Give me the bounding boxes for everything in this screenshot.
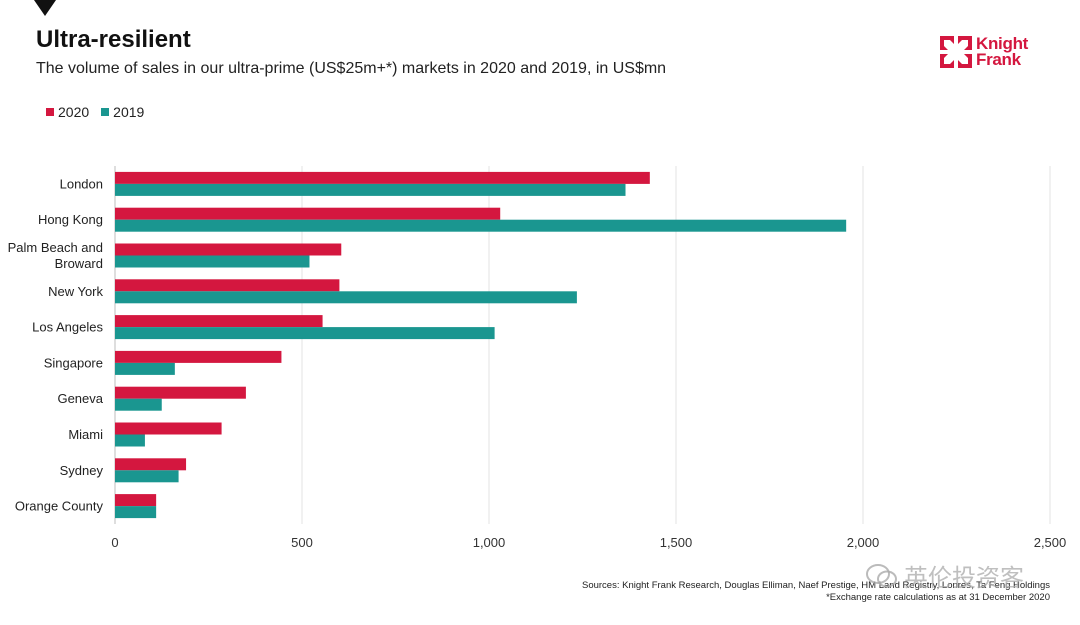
- x-tick-label-1500: 1,500: [660, 535, 693, 550]
- bar-2019-geneva: [115, 398, 162, 411]
- bar-2020-new-york: [115, 279, 340, 292]
- category-label-palm-beach-and-broward: Palm Beach and Broward: [8, 240, 103, 271]
- chart-legend: 2020 2019: [46, 104, 144, 120]
- bar-2019-singapore: [115, 362, 175, 375]
- bar-2020-sydney: [115, 458, 187, 471]
- category-label-hong-kong: Hong Kong: [38, 212, 103, 227]
- legend-label-2019: 2019: [113, 104, 145, 120]
- category-label-singapore: Singapore: [44, 355, 103, 370]
- bar-2019-los-angeles: [115, 327, 495, 340]
- legend-swatch-2019: [101, 108, 110, 116]
- category-label-sydney: Sydney: [60, 463, 104, 478]
- bar-2019-palm-beach-and-broward: [115, 255, 310, 268]
- chat-bubble-icon: [866, 563, 897, 587]
- x-tick-label-2000: 2,000: [847, 535, 880, 550]
- knight-frank-logo: Knight Frank: [940, 34, 1029, 69]
- category-label-los-angeles: Los Angeles: [32, 320, 103, 335]
- bar-2019-sydney: [115, 470, 179, 483]
- chart-title: Ultra-resilient: [36, 26, 191, 53]
- chart-subtitle: The volume of sales in our ultra-prime (…: [36, 60, 667, 77]
- x-tick-label-0: 0: [111, 535, 118, 550]
- bar-2020-hong-kong: [115, 207, 501, 220]
- logo-text-frank: Frank: [976, 50, 1021, 69]
- source-text: Sources: Knight Frank Research, Douglas …: [581, 580, 1050, 591]
- bar-2019-orange-county: [115, 506, 157, 519]
- watermark-text: 英伦投资客: [904, 565, 1024, 592]
- logo-text-knight: Knight: [976, 34, 1029, 53]
- exchange-rate-note: *Exchange rate calculations as at 31 Dec…: [826, 592, 1050, 603]
- watermark: 英伦投资客: [866, 558, 1024, 593]
- category-label-london: London: [60, 176, 103, 191]
- category-label-new-york: New York: [48, 284, 103, 299]
- source-notes: Sources: Knight Frank Research, Douglas …: [582, 580, 1050, 604]
- legend-item-2019: 2019: [101, 104, 144, 120]
- bar-2020-orange-county: [115, 494, 157, 507]
- category-label-orange-county: Orange County: [15, 499, 104, 514]
- bar-2020-london: [115, 171, 650, 184]
- x-tick-label-500: 500: [291, 535, 313, 550]
- legend-label-2020: 2020: [58, 104, 90, 120]
- bar-2019-hong-kong: [115, 219, 847, 232]
- bar-2019-london: [115, 183, 626, 196]
- category-label-geneva: Geneva: [57, 391, 103, 406]
- x-tick-label-2500: 2,500: [1034, 535, 1067, 550]
- x-tick-label-1000: 1,000: [473, 535, 506, 550]
- legend-swatch-2020: [46, 108, 54, 116]
- bar-2020-singapore: [115, 350, 282, 363]
- bar-2020-los-angeles: [115, 315, 323, 328]
- bar-2020-miami: [115, 422, 222, 435]
- bar-2020-palm-beach-and-broward: [115, 243, 342, 256]
- bar-2019-miami: [115, 434, 145, 447]
- bar-2020-geneva: [115, 386, 246, 399]
- legend-item-2020: 2020: [46, 104, 89, 120]
- bar-2019-new-york: [115, 291, 577, 304]
- logo-text: Knight Frank: [976, 34, 1029, 69]
- category-label-miami: Miami: [68, 427, 103, 442]
- logo-mark-icon: [940, 36, 972, 68]
